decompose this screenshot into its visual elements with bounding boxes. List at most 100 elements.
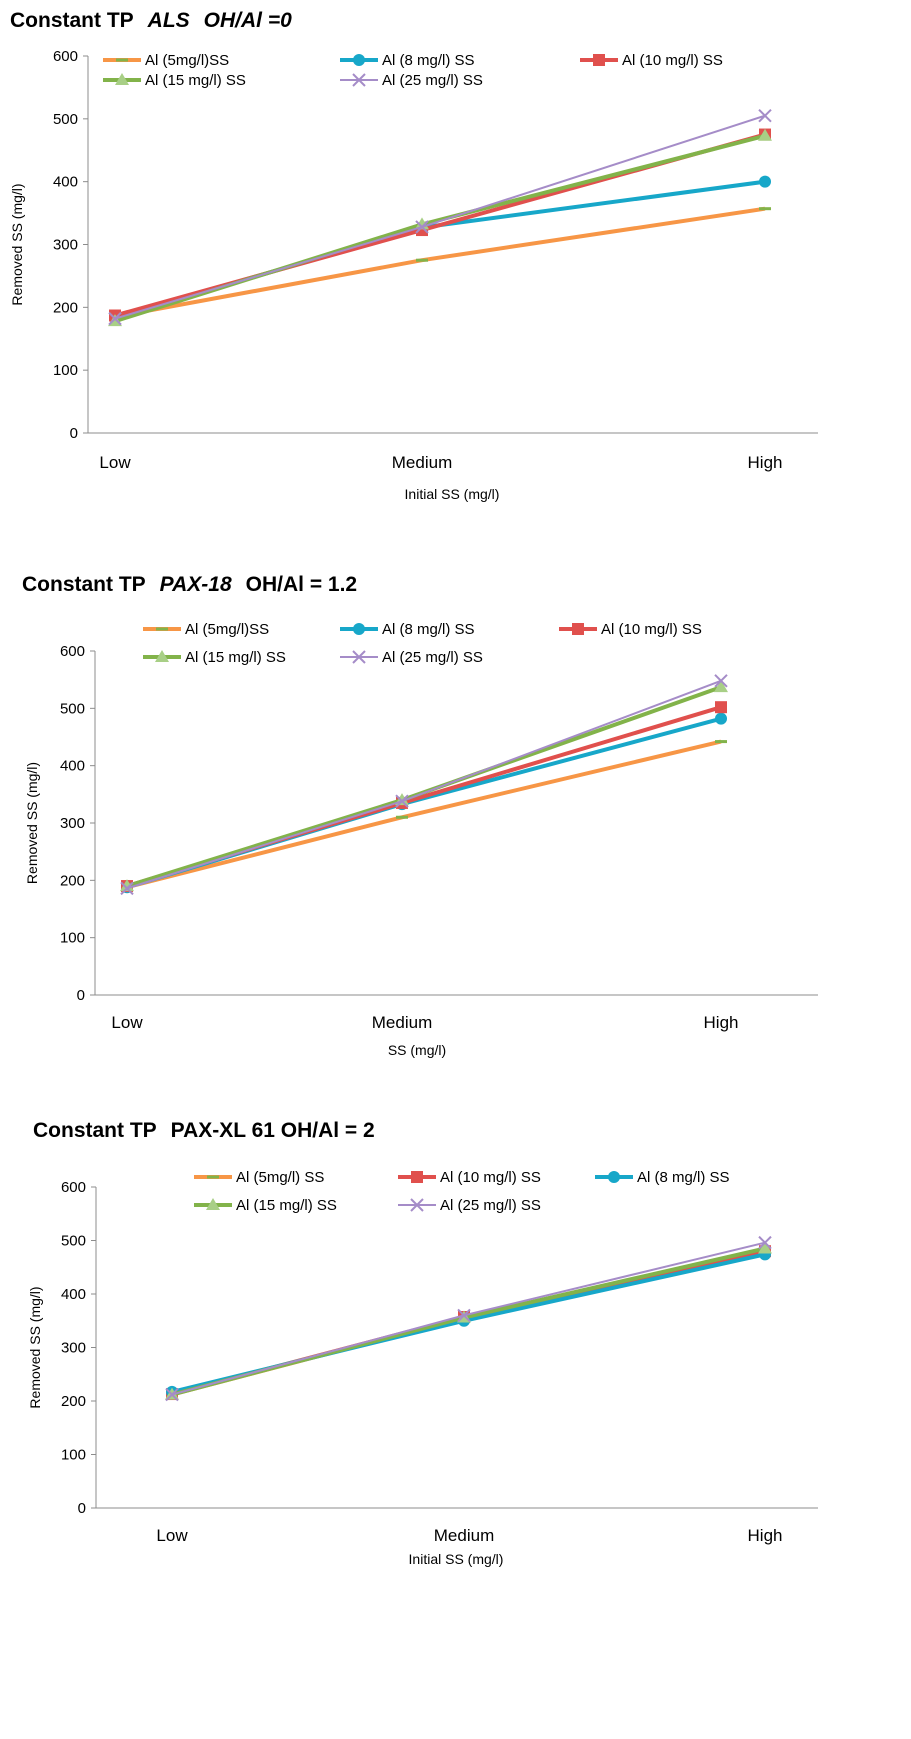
legend-marker [411, 1171, 423, 1183]
chart-title-main: Constant TP [22, 573, 146, 596]
chart-title-main: Constant TP [10, 9, 134, 32]
chart-title: Constant TP ALS OH/Al =0 [10, 9, 292, 32]
y-tick-label: 600 [53, 48, 78, 65]
legend-label: Al (15 mg/l) SS [145, 72, 246, 89]
legend-item: Al (15 mg/l) SS [103, 72, 246, 89]
chart-2: Constant TP PAX-18 OH/Al = 1.2 0 100 200 300 40… [22, 573, 818, 1058]
legend: Al (5mg/l)SS Al (8 mg/l) SS Al (10 mg/l) S… [103, 52, 723, 89]
legend-item: Al (25 mg/l) SS [340, 649, 483, 666]
data-point [714, 674, 728, 688]
legend-item: Al (10 mg/l) SS [559, 621, 702, 638]
legend-marker [572, 623, 584, 635]
legend-item: Al (25 mg/l) SS [398, 1197, 541, 1214]
x-tick-label: High [748, 453, 783, 472]
y-tick-label: 100 [60, 930, 85, 947]
data-point [715, 712, 727, 725]
chart-title-suffix: PAX-XL 61 OH/Al = 2 [171, 1119, 375, 1142]
x-tick-label: Low [156, 1526, 188, 1545]
legend-marker [206, 1198, 220, 1210]
y-tick-label: 600 [61, 1179, 86, 1196]
y-axis-label: Removed SS (mg/l) [24, 762, 40, 884]
chart-title-italic: PAX-18 [160, 573, 232, 596]
chart-3: Constant TP PAX-XL 61 OH/Al = 2 0 100 200 300… [27, 1119, 818, 1567]
chart-title: Constant TP PAX-XL 61 OH/Al = 2 [33, 1119, 375, 1142]
series-line [126, 685, 722, 888]
y-tick-label: 0 [77, 987, 85, 1004]
data-point [457, 1308, 471, 1323]
legend-label: Al (8 mg/l) SS [637, 1169, 730, 1186]
series-line [126, 716, 722, 890]
chart-title-suffix: OH/Al =0 [204, 9, 292, 32]
legend-item: Al (8 mg/l) SS [595, 1169, 730, 1186]
data-point [758, 128, 772, 141]
y-tick-label: 600 [60, 643, 85, 660]
chart-1: Constant TP ALS OH/Al =0 0 100 200 300 400 500 60… [9, 9, 818, 502]
data-point [759, 175, 771, 188]
legend-item: Al (8 mg/l) SS [340, 621, 475, 638]
legend-marker [155, 650, 169, 662]
x-tick-label: High [704, 1013, 739, 1032]
legend-item: Al (10 mg/l) SS [580, 52, 723, 69]
series-5 [108, 108, 772, 326]
series-line [126, 739, 722, 890]
legend-item: Al (8 mg/l) SS [340, 52, 475, 69]
data-point [758, 1241, 772, 1254]
legend-label: Al (10 mg/l) SS [601, 621, 702, 638]
x-axis-label: SS (mg/l) [388, 1042, 446, 1058]
data-point [715, 701, 727, 714]
legend-label: Al (10 mg/l) SS [440, 1169, 541, 1186]
y-tick-label: 200 [53, 299, 78, 316]
y-tick-label: 300 [61, 1340, 86, 1357]
y-tick-label: 300 [53, 237, 78, 254]
data-point [120, 881, 134, 896]
chart-title: Constant TP PAX-18 OH/Al = 1.2 [22, 573, 357, 596]
chart-title-italic: ALS [147, 9, 190, 32]
legend-label: Al (25 mg/l) SS [382, 72, 483, 89]
legend-label: Al (25 mg/l) SS [440, 1197, 541, 1214]
legend-marker [593, 54, 605, 66]
y-axis-label: Removed SS (mg/l) [9, 183, 25, 305]
y-axis-label: Removed SS (mg/l) [27, 1286, 43, 1408]
y-tick-label: 500 [53, 111, 78, 128]
legend-item: Al (25 mg/l) SS [340, 72, 483, 89]
legend-marker [410, 1198, 424, 1212]
y-tick-label: 500 [60, 700, 85, 717]
y-tick-label: 200 [61, 1393, 86, 1410]
y-tick-label: 300 [60, 815, 85, 832]
legend-label: Al (5mg/l) SS [236, 1169, 324, 1186]
legend-item: Al (15 mg/l) SS [194, 1197, 337, 1214]
data-point [108, 311, 122, 326]
x-tick-label: High [748, 1526, 783, 1545]
chart-title-suffix: OH/Al = 1.2 [246, 573, 357, 596]
y-tick-label: 0 [78, 1500, 86, 1517]
x-tick-label: Low [99, 453, 131, 472]
series-4 [108, 128, 772, 327]
legend-label: Al (15 mg/l) SS [185, 649, 286, 666]
legend-marker [353, 623, 365, 635]
legend-label: Al (15 mg/l) SS [236, 1197, 337, 1214]
legend-marker [353, 54, 365, 66]
legend-item: Al (5mg/l)SS [103, 52, 229, 69]
x-axis-label: Initial SS (mg/l) [405, 486, 500, 502]
legend-marker [115, 73, 129, 85]
y-tick-label: 100 [53, 362, 78, 379]
x-tick-label: Medium [434, 1526, 494, 1545]
legend-item: Al (15 mg/l) SS [143, 649, 286, 666]
legend: Al (5mg/l) SS Al (10 mg/l) SS Al (8 mg/l) … [194, 1169, 730, 1214]
chart-title-main: Constant TP [33, 1119, 157, 1142]
legend-marker [352, 73, 366, 87]
data-point [714, 680, 728, 693]
legend-label: Al (5mg/l)SS [145, 52, 229, 69]
data-point [165, 1387, 179, 1402]
legend-label: Al (8 mg/l) SS [382, 621, 475, 638]
legend-item: Al (10 mg/l) SS [398, 1169, 541, 1186]
y-tick-label: 200 [60, 872, 85, 889]
legend-marker [608, 1171, 620, 1183]
series-2 [109, 175, 771, 325]
x-tick-label: Medium [372, 1013, 432, 1032]
data-point [415, 220, 429, 234]
y-tick-label: 500 [61, 1233, 86, 1250]
data-point [758, 1235, 772, 1250]
y-tick-label: 400 [53, 174, 78, 191]
legend-label: Al (25 mg/l) SS [382, 649, 483, 666]
